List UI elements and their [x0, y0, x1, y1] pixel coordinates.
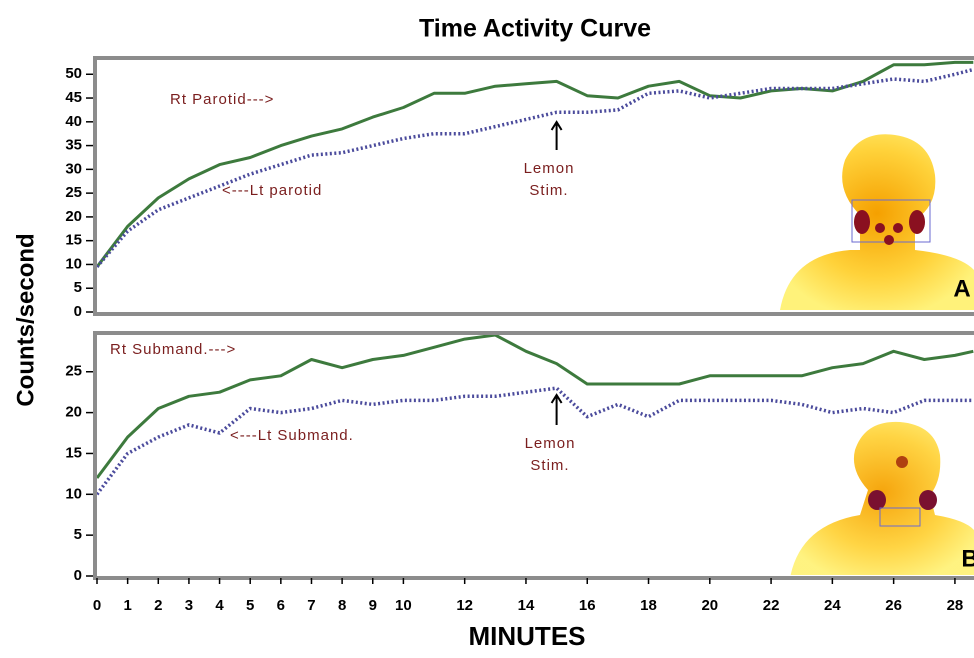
- x-tick-label: 6: [277, 597, 285, 614]
- x-tick-label: 20: [701, 597, 718, 614]
- annotation: Lemon: [524, 160, 575, 177]
- y-tick-label: 20: [65, 208, 82, 225]
- y-tick-label: 15: [65, 232, 82, 249]
- y-tick-label: 15: [65, 444, 82, 461]
- annotation: <---Lt Submand.: [230, 427, 354, 444]
- annotation: Stim.: [529, 182, 568, 199]
- y-tick-label: 50: [65, 65, 82, 82]
- y-tick-label: 10: [65, 255, 82, 272]
- y-tick-label: 0: [74, 303, 82, 320]
- annotation: Rt Submand.--->: [110, 341, 236, 358]
- arrow: [552, 395, 562, 425]
- x-tick-label: 2: [154, 597, 162, 614]
- x-tick-label: 28: [947, 597, 964, 614]
- y-tick-label: 5: [74, 279, 82, 296]
- x-tick-label: 14: [518, 597, 535, 614]
- x-tick-label: 10: [395, 597, 412, 614]
- y-tick-label: 35: [65, 137, 82, 154]
- panel-label: A: [953, 275, 970, 302]
- arrow: [552, 122, 562, 150]
- y-tick-label: 5: [74, 526, 82, 543]
- annotation: Rt Parotid--->: [170, 91, 274, 108]
- x-tick-label: 16: [579, 597, 596, 614]
- y-tick-label: 20: [65, 404, 82, 421]
- x-tick-label: 12: [456, 597, 473, 614]
- annotation: <---Lt parotid: [222, 182, 322, 199]
- x-axis-label: MINUTES: [469, 621, 586, 651]
- y-tick-label: 0: [74, 567, 82, 584]
- x-tick-label: 0: [93, 597, 101, 614]
- y-tick-label: 10: [65, 485, 82, 502]
- chart-title: Time Activity Curve: [419, 15, 651, 43]
- y-tick-label: 40: [65, 113, 82, 130]
- x-tick-label: 3: [185, 597, 193, 614]
- x-tick-label: 7: [307, 597, 315, 614]
- annotation: Lemon: [525, 435, 576, 452]
- x-tick-label: 26: [885, 597, 902, 614]
- x-tick-label: 24: [824, 597, 841, 614]
- x-tick-label: 5: [246, 597, 254, 614]
- chart: Time Activity Curve Counts/second MINUTE…: [0, 0, 974, 653]
- panel-label: B: [961, 545, 974, 572]
- x-tick-label: 9: [369, 597, 377, 614]
- y-tick-label: 25: [65, 363, 82, 380]
- y-tick-label: 30: [65, 160, 82, 177]
- annotation: Stim.: [530, 457, 569, 474]
- x-tick-label: 18: [640, 597, 657, 614]
- y-tick-label: 45: [65, 89, 82, 106]
- x-tick-label: 22: [763, 597, 780, 614]
- x-tick-label: 8: [338, 597, 346, 614]
- y-tick-label: 25: [65, 184, 82, 201]
- x-tick-label: 1: [123, 597, 131, 614]
- y-axis-label: Counts/second: [12, 233, 39, 406]
- x-tick-label: 4: [215, 597, 224, 614]
